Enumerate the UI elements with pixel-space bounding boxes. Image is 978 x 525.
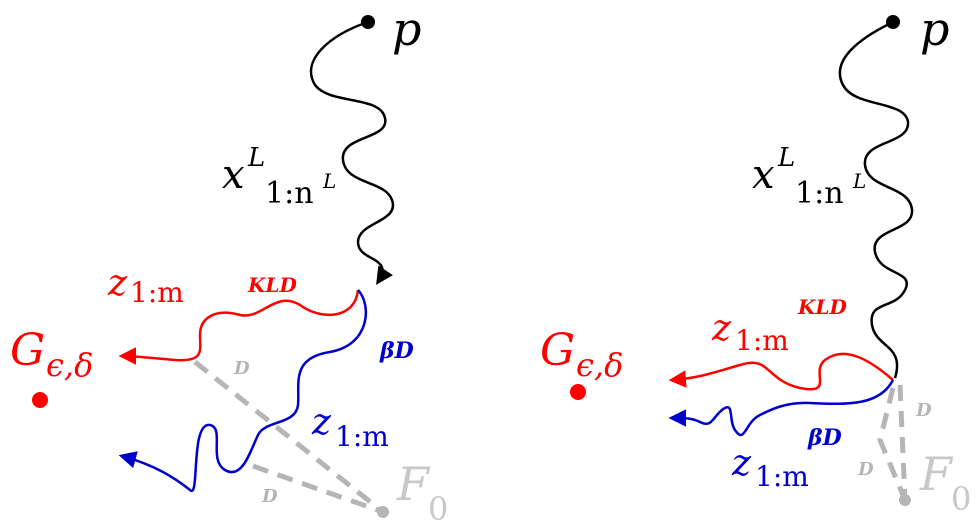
- left-g-point: [32, 392, 48, 408]
- left-beta-d-label: βD: [379, 338, 414, 364]
- right-x-sub: 1:n: [795, 176, 844, 211]
- right-d-label-left: D: [857, 459, 874, 480]
- left-z-blue-sub: 1:m: [335, 420, 389, 453]
- left-p-point: [361, 15, 375, 29]
- left-z-red-sub: 1:m: [130, 276, 184, 309]
- left-f-label: F: [396, 457, 431, 511]
- left-x-sub-sup: L: [322, 169, 336, 193]
- right-z-blue-sub: 1:m: [755, 460, 809, 493]
- right-d-label-right: D: [915, 400, 932, 421]
- right-red-path: [668, 352, 894, 391]
- left-p-label: p: [392, 2, 421, 56]
- left-kld-label: KLD: [247, 273, 297, 297]
- right-kld-label: KLD: [797, 295, 847, 319]
- left-d-label-bottom: D: [261, 486, 278, 507]
- left-gray-dashed-line-top: [193, 360, 385, 514]
- left-f0-point: [377, 506, 389, 518]
- left-g-label: G: [10, 325, 45, 376]
- right-x-label: x: [752, 152, 775, 198]
- right-g-sub: ϵ,δ: [576, 346, 623, 384]
- right-z-red-label: z: [711, 308, 732, 349]
- left-black-path: [309, 20, 395, 285]
- right-f-sub: 0: [951, 480, 971, 518]
- right-g-point: [570, 384, 586, 400]
- left-x-label: x: [222, 152, 245, 198]
- left-gray-dashed-line-bottom: [252, 463, 384, 515]
- right-blue-path: [668, 379, 895, 437]
- right-black-path: [838, 20, 914, 379]
- left-f-sub: 0: [428, 490, 448, 525]
- right-panel: p x L 1:n L KLD z 1:m βD z 1:m D D G ϵ,δ…: [540, 2, 971, 518]
- right-gray-dashed-line-b: [877, 387, 908, 501]
- left-blue-path: [118, 289, 368, 492]
- left-x-sub: 1:n: [265, 176, 314, 211]
- right-gray-dashed-line-a: [897, 384, 908, 501]
- right-beta-d-label: βD: [807, 425, 842, 451]
- left-panel: p x L 1:n L z 1:m KLD βD z 1:m D D G ϵ,δ…: [10, 2, 448, 525]
- right-f-label: F: [919, 447, 954, 501]
- right-p-point: [886, 15, 900, 29]
- right-x-sup: L: [777, 143, 795, 173]
- right-f0-point: [899, 494, 911, 506]
- left-z-blue-label: z: [311, 402, 332, 443]
- right-z-red-sub: 1:m: [735, 324, 789, 357]
- left-g-sub: ϵ,δ: [46, 346, 93, 384]
- left-z-red-label: z: [107, 263, 128, 304]
- left-d-label-top: D: [233, 358, 250, 379]
- left-red-path: [118, 289, 360, 365]
- left-x-sup: L: [247, 143, 265, 173]
- right-z-blue-label: z: [731, 443, 752, 484]
- right-g-label: G: [540, 325, 575, 376]
- right-p-label: p: [920, 2, 949, 56]
- right-x-sub-sup: L: [852, 169, 866, 193]
